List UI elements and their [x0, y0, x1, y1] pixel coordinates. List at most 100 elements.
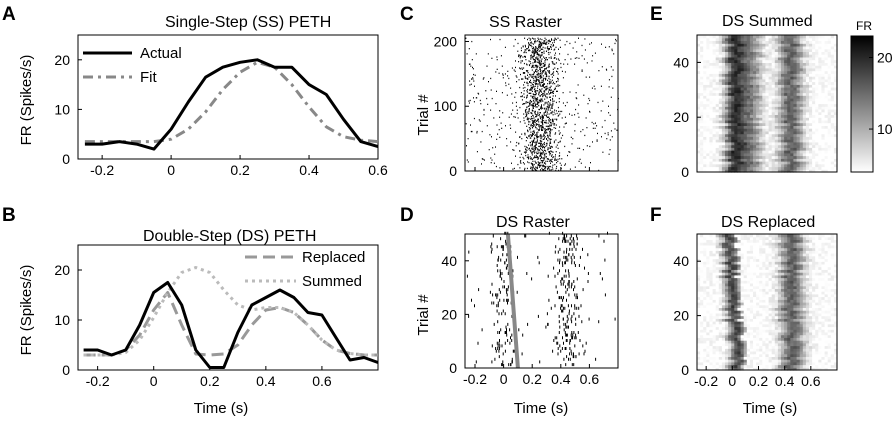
- heat-cell: [809, 106, 813, 110]
- heat-cell: [718, 130, 723, 135]
- heat-cell: [830, 117, 835, 121]
- heat-cell: [706, 337, 710, 341]
- spike-mark: [549, 142, 551, 144]
- heat-cell: [784, 62, 788, 66]
- heat-cell: [734, 46, 738, 50]
- spike-mark: [574, 114, 576, 116]
- heat-cell: [697, 152, 701, 157]
- spike-mark: [542, 100, 544, 102]
- spike-mark: [559, 39, 561, 41]
- heat-cell: [777, 117, 782, 121]
- heat-cell: [762, 51, 766, 55]
- heat-cell: [765, 367, 770, 371]
- heat-cell: [790, 87, 794, 91]
- heat-cell: [753, 147, 757, 151]
- heat-cell: [756, 54, 760, 58]
- heat-cell: [805, 76, 810, 80]
- heat-cell: [743, 87, 748, 91]
- heat-cell: [700, 40, 704, 44]
- spike-mark: [543, 157, 544, 159]
- spike-mark: [535, 79, 537, 81]
- spike-mark: [549, 135, 551, 137]
- spike-mark: [550, 122, 552, 124]
- heat-cell: [796, 109, 801, 113]
- spike-mark: [542, 75, 544, 77]
- spike-mark: [526, 90, 528, 92]
- spike-mark: [533, 49, 535, 51]
- heat-cell: [759, 359, 763, 363]
- heat-cell: [815, 98, 819, 102]
- heat-cell: [802, 109, 807, 113]
- spike-mark: [543, 104, 545, 106]
- heat-cell: [731, 67, 735, 72]
- heat-cell: [790, 37, 794, 41]
- heat-cell: [802, 46, 807, 50]
- spike-mark: [545, 59, 547, 61]
- spike-mark: [528, 101, 530, 104]
- heat-cell: [768, 136, 773, 140]
- spike-mark: [536, 64, 538, 67]
- spike-mark: [527, 137, 529, 139]
- heat-cell: [812, 125, 816, 129]
- spike-mark: [537, 118, 539, 120]
- heat-cell: [709, 114, 714, 118]
- heat-cell: [830, 133, 835, 137]
- heat-cell: [703, 364, 707, 368]
- heat-cell: [833, 95, 838, 99]
- heat-cell: [725, 48, 729, 52]
- heat-cell: [809, 37, 813, 41]
- heat-cell: [765, 114, 770, 118]
- heat-cell: [774, 117, 779, 121]
- heat-cell: [753, 356, 757, 360]
- heat-cell: [715, 337, 720, 341]
- heat-cell: [815, 73, 819, 77]
- heat-cell: [790, 84, 794, 88]
- spike-mark: [563, 63, 565, 65]
- spike-mark: [540, 153, 541, 155]
- spike-mark: [532, 58, 534, 60]
- heat-cell: [721, 367, 726, 371]
- spike-mark: [530, 144, 532, 146]
- heat-cell: [833, 125, 838, 129]
- spike-mark: [589, 43, 591, 45]
- heat-cell: [815, 67, 819, 72]
- heat-cell: [746, 92, 751, 96]
- heat-cell: [759, 166, 763, 170]
- heat-cell: [768, 155, 773, 159]
- heat-cell: [799, 95, 804, 99]
- spike-mark: [553, 111, 555, 113]
- heat-cell: [709, 111, 714, 115]
- heat-cell: [725, 353, 729, 357]
- spike-mark: [541, 105, 542, 107]
- panel-e-heatmap: [697, 35, 838, 173]
- heat-cell: [768, 147, 773, 151]
- spike-mark: [535, 83, 537, 85]
- spike-mark: [530, 116, 532, 118]
- spike-mark: [530, 167, 532, 170]
- heat-cell: [805, 158, 810, 162]
- heat-cell: [818, 163, 822, 168]
- heat-cell: [753, 141, 757, 146]
- heat-cell: [706, 348, 710, 352]
- heat-cell: [774, 359, 779, 363]
- heat-cell: [749, 152, 754, 157]
- heat-cell: [833, 92, 838, 96]
- spike-mark: [527, 161, 529, 163]
- heat-cell: [718, 169, 723, 173]
- heat-cell: [718, 37, 723, 41]
- spike-mark: [530, 58, 532, 60]
- spike-mark: [597, 132, 598, 135]
- spike-mark: [557, 115, 559, 117]
- heat-cell: [805, 100, 810, 105]
- heat-cell: [709, 340, 714, 344]
- spike-mark: [551, 38, 552, 40]
- heat-cell: [799, 92, 804, 96]
- heat-cell: [762, 37, 766, 41]
- spike-mark: [532, 93, 534, 95]
- heat-cell: [815, 342, 819, 347]
- heat-cell: [712, 130, 717, 135]
- heat-cell: [784, 48, 788, 52]
- heat-cell: [765, 155, 770, 159]
- spike-mark: [481, 163, 482, 165]
- heat-cell: [830, 150, 835, 154]
